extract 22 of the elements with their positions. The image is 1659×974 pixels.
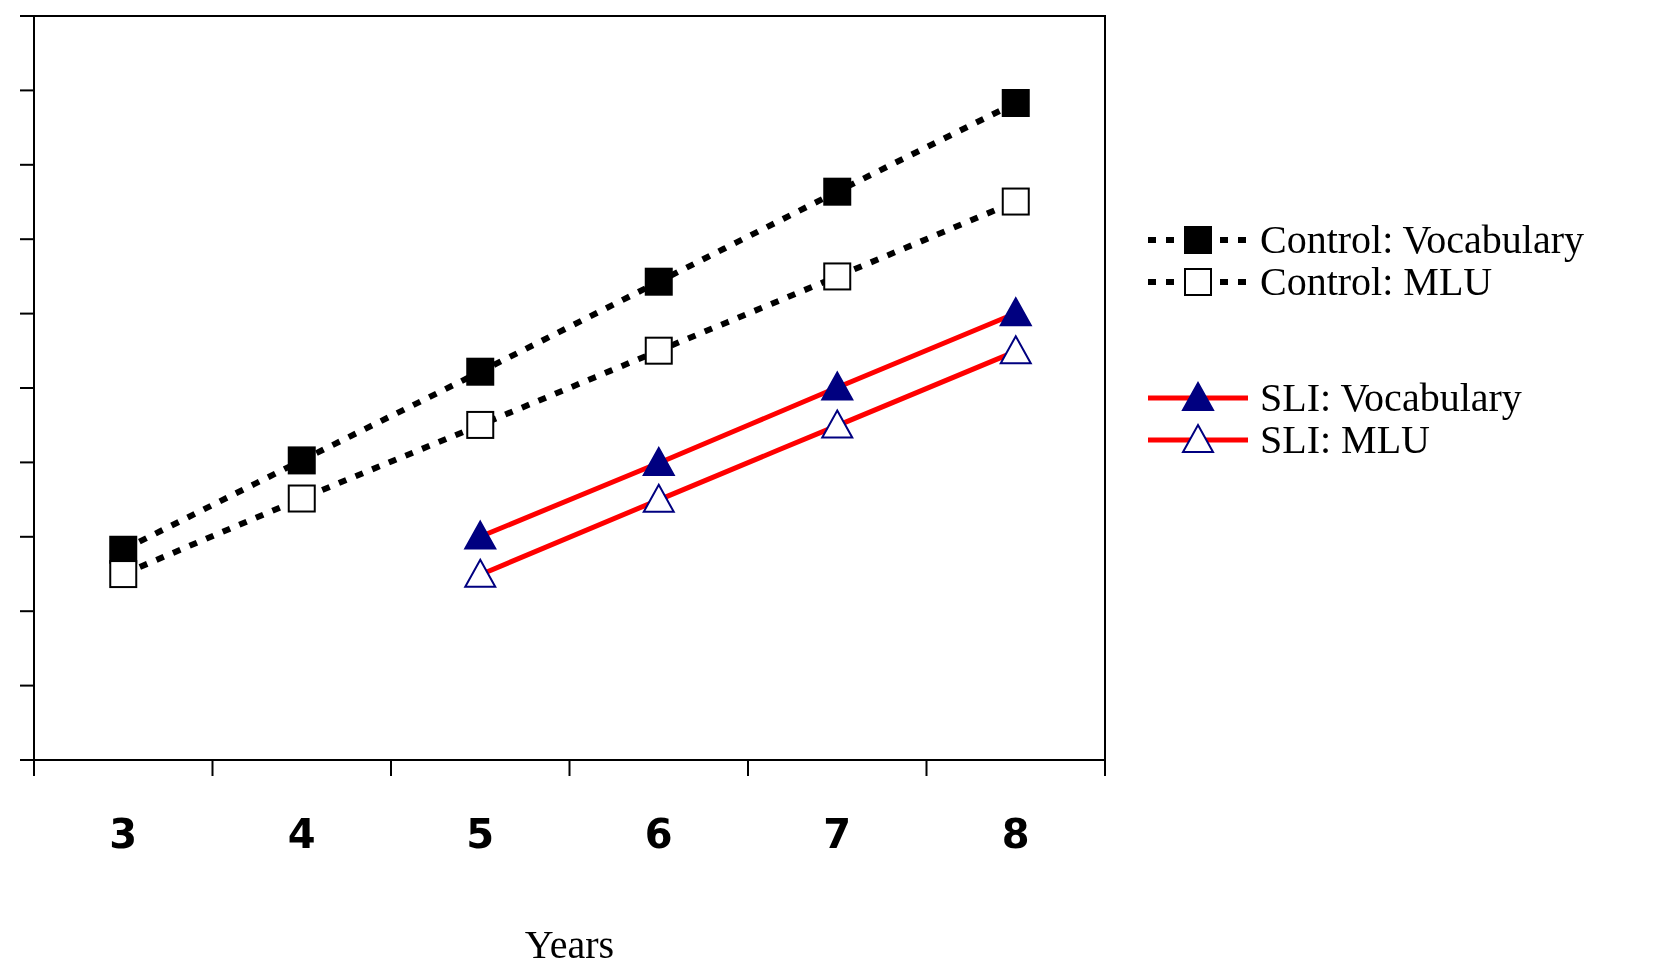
- x-tick-label: 6: [644, 811, 673, 857]
- x-tick-label: 5: [466, 811, 495, 857]
- point: [644, 336, 673, 365]
- point: [287, 446, 316, 475]
- legend-label: Control: MLU: [1260, 259, 1493, 304]
- point: [466, 357, 495, 386]
- point: [1001, 89, 1030, 117]
- x-tick-label: 8: [1001, 811, 1030, 857]
- x-tick-label: 7: [823, 811, 852, 857]
- x-axis-title: Years: [524, 922, 615, 967]
- point: [823, 177, 852, 206]
- point: [644, 267, 673, 296]
- legend-label: SLI: MLU: [1260, 417, 1431, 462]
- point: [466, 410, 495, 439]
- x-tick-label: 4: [287, 811, 316, 857]
- point: [287, 484, 316, 513]
- x-tick-label: 3: [109, 811, 138, 857]
- legend-label: SLI: Vocabulary: [1260, 375, 1522, 420]
- legend-label: Control: Vocabulary: [1260, 217, 1585, 262]
- point: [109, 560, 138, 589]
- point: [823, 262, 852, 291]
- point: [1001, 187, 1030, 216]
